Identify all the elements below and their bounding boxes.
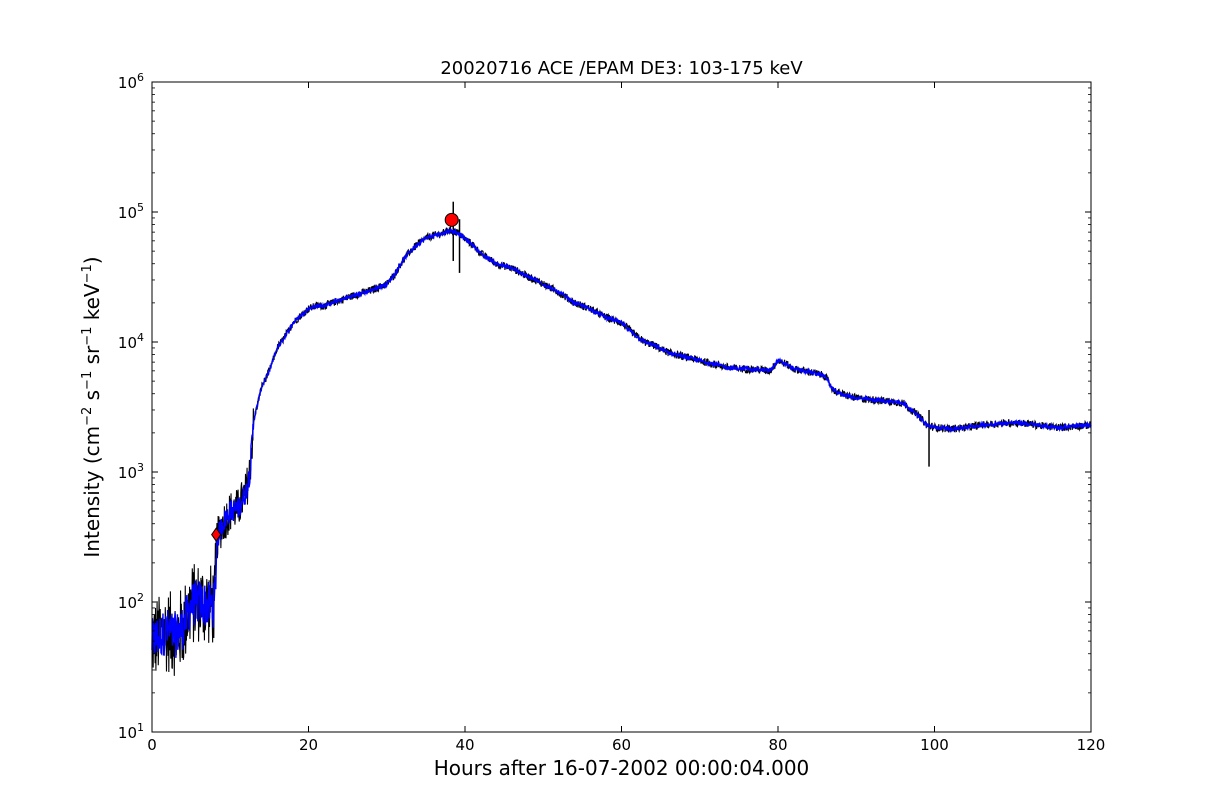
onset-marker bbox=[211, 527, 222, 542]
x-tick-label: 20 bbox=[299, 736, 318, 754]
y-tick-label: 103 bbox=[118, 461, 144, 482]
tick-layer: 0 20 40 60 80 100 120 101 102 103 104 105 106 bbox=[118, 71, 1105, 754]
x-tick-label: 100 bbox=[920, 736, 949, 754]
y-tick-label: 105 bbox=[118, 201, 144, 222]
chart-title: 20020716 ACE /EPAM DE3: 103-175 keV bbox=[440, 58, 803, 79]
peak-marker bbox=[444, 212, 459, 227]
x-tick-label: 60 bbox=[612, 736, 631, 754]
y-tick-label: 101 bbox=[118, 721, 144, 742]
series-line bbox=[151, 227, 1092, 658]
y-tick-label: 102 bbox=[118, 591, 144, 612]
y-tick-label: 104 bbox=[118, 331, 144, 352]
x-tick-label: 80 bbox=[768, 736, 787, 754]
x-axis-label: Hours after 16-07-2002 00:00:04.000 bbox=[434, 756, 810, 780]
x-tick-label: 40 bbox=[455, 736, 474, 754]
x-tick-label: 0 bbox=[147, 736, 157, 754]
x-tick-label: 120 bbox=[1077, 736, 1106, 754]
series-layer bbox=[151, 227, 1092, 658]
marker-layer bbox=[211, 212, 459, 542]
plot-area bbox=[152, 82, 1091, 732]
y-axis-label: Intensity (cm−2 s−1 sr−1 keV−1) bbox=[80, 256, 104, 557]
y-tick-label: 106 bbox=[118, 71, 144, 92]
